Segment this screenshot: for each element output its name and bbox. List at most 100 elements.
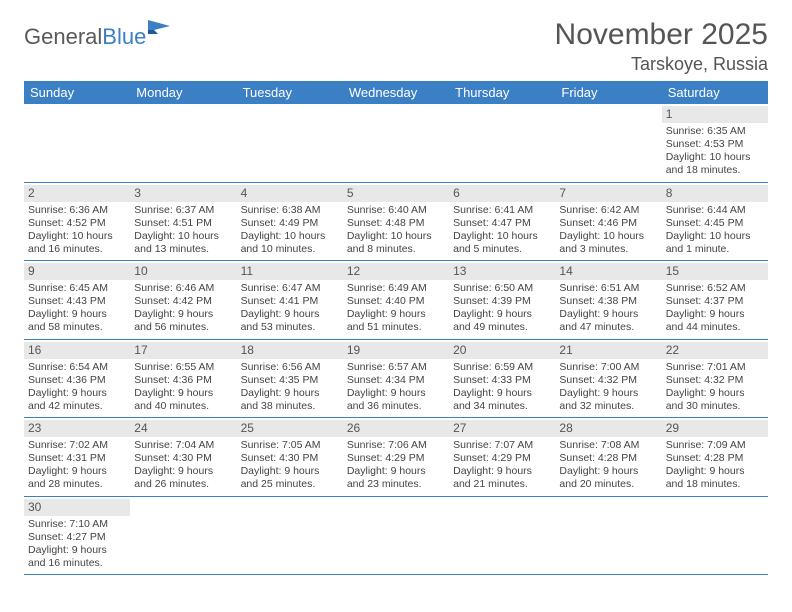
day-number: 17: [130, 342, 236, 359]
calendar-cell: 1Sunrise: 6:35 AMSunset: 4:53 PMDaylight…: [662, 104, 768, 182]
calendar-cell: 9Sunrise: 6:45 AMSunset: 4:43 PMDaylight…: [24, 261, 130, 340]
day-number: 14: [555, 263, 661, 280]
calendar-body: 1 Sunrise: 6:35 AMSunset: 4:53 PM Daylight…: [24, 104, 768, 575]
sunrise-label: Sunrise: 7:04 AM: [134, 439, 232, 452]
logo-text-blue: Blue: [102, 24, 146, 50]
sunset-label: Sunset: 4:40 PM: [347, 295, 445, 308]
sunrise-label: Sunrise: 6:59 AM: [453, 361, 551, 374]
calendar-cell: [662, 496, 768, 575]
sunrise-label: Sunrise: 6:40 AM: [347, 204, 445, 217]
calendar-row: 1Sunrise: 6:35 AMSunset: 4:53 PMDaylight…: [24, 104, 768, 182]
sunset-label: Sunset: 4:53 PM: [666, 138, 764, 151]
day-number: 19: [343, 342, 449, 359]
day-number: 8: [662, 185, 768, 202]
daylight-label: Daylight: 9 hours and 18 minutes.: [666, 465, 764, 491]
day-number: 15: [662, 263, 768, 280]
daylight-label: Daylight: 10 hours and 13 minutes.: [134, 230, 232, 256]
calendar-cell: 19Sunrise: 6:57 AMSunset: 4:34 PMDayligh…: [343, 339, 449, 418]
calendar-cell: 21Sunrise: 7:00 AMSunset: 4:32 PMDayligh…: [555, 339, 661, 418]
calendar-cell: [555, 496, 661, 575]
logo-text-general: General: [24, 24, 102, 50]
sunset-label: Sunset: 4:37 PM: [666, 295, 764, 308]
day-number: 23: [24, 420, 130, 437]
sunrise-label: Sunrise: 6:50 AM: [453, 282, 551, 295]
calendar-cell: 30Sunrise: 7:10 AMSunset: 4:27 PMDayligh…: [24, 496, 130, 575]
weekday-header: Monday: [130, 81, 236, 104]
sunset-label: Sunset: 4:52 PM: [28, 217, 126, 230]
sunrise-label: Sunrise: 6:35 AM: [666, 125, 764, 138]
sunrise-label: Sunrise: 7:00 AM: [559, 361, 657, 374]
sunset-label: Sunset: 4:33 PM: [453, 374, 551, 387]
sunrise-label: Sunrise: 7:05 AM: [241, 439, 339, 452]
sunset-label: Sunset: 4:38 PM: [559, 295, 657, 308]
calendar-cell: [343, 496, 449, 575]
sunset-label: Sunset: 4:45 PM: [666, 217, 764, 230]
calendar-cell: 2Sunrise: 6:36 AMSunset: 4:52 PMDaylight…: [24, 182, 130, 261]
daylight-label: Daylight: 10 hours and 3 minutes.: [559, 230, 657, 256]
logo: GeneralBlue: [24, 24, 174, 50]
sunset-label: Sunset: 4:29 PM: [347, 452, 445, 465]
calendar-cell: 4Sunrise: 6:38 AMSunset: 4:49 PMDaylight…: [237, 182, 343, 261]
calendar-cell: [130, 104, 236, 182]
day-number: 30: [24, 499, 130, 516]
weekday-header: Saturday: [662, 81, 768, 104]
daylight-label: Daylight: 10 hours and 8 minutes.: [347, 230, 445, 256]
day-number: 18: [237, 342, 343, 359]
sunrise-label: Sunrise: 7:01 AM: [666, 361, 764, 374]
day-number: 26: [343, 420, 449, 437]
sunset-label: Sunset: 4:27 PM: [28, 531, 126, 544]
calendar-cell: 6Sunrise: 6:41 AMSunset: 4:47 PMDaylight…: [449, 182, 555, 261]
sunset-label: Sunset: 4:30 PM: [134, 452, 232, 465]
calendar-cell: 25Sunrise: 7:05 AMSunset: 4:30 PMDayligh…: [237, 418, 343, 497]
daylight-label: Daylight: 9 hours and 28 minutes.: [28, 465, 126, 491]
sunset-label: Sunset: 4:32 PM: [666, 374, 764, 387]
calendar-cell: [130, 496, 236, 575]
sunset-label: Sunset: 4:47 PM: [453, 217, 551, 230]
sunrise-label: Sunrise: 6:47 AM: [241, 282, 339, 295]
day-number: 1: [662, 106, 768, 123]
daylight-label: Daylight: 10 hours and 16 minutes.: [28, 230, 126, 256]
day-number: 5: [343, 185, 449, 202]
sunrise-label: Sunrise: 6:45 AM: [28, 282, 126, 295]
weekday-header-row: Sunday Monday Tuesday Wednesday Thursday…: [24, 81, 768, 104]
day-number: 13: [449, 263, 555, 280]
calendar-cell: 11Sunrise: 6:47 AMSunset: 4:41 PMDayligh…: [237, 261, 343, 340]
sunrise-label: Sunrise: 7:02 AM: [28, 439, 126, 452]
day-number: 10: [130, 263, 236, 280]
daylight-label: Daylight: 10 hours and 10 minutes.: [241, 230, 339, 256]
daylight-label: Daylight: 9 hours and 23 minutes.: [347, 465, 445, 491]
sunrise-label: Sunrise: 7:09 AM: [666, 439, 764, 452]
calendar-cell: [237, 496, 343, 575]
day-number: 12: [343, 263, 449, 280]
daylight-label: Daylight: 9 hours and 34 minutes.: [453, 387, 551, 413]
calendar-row: 9Sunrise: 6:45 AMSunset: 4:43 PMDaylight…: [24, 261, 768, 340]
weekday-header: Friday: [555, 81, 661, 104]
daylight-label: Daylight: 9 hours and 49 minutes.: [453, 308, 551, 334]
daylight-label: Daylight: 9 hours and 25 minutes.: [241, 465, 339, 491]
weekday-header: Sunday: [24, 81, 130, 104]
sunrise-label: Sunrise: 6:44 AM: [666, 204, 764, 217]
sunrise-label: Sunrise: 6:42 AM: [559, 204, 657, 217]
sunrise-label: Sunrise: 6:56 AM: [241, 361, 339, 374]
day-number: 9: [24, 263, 130, 280]
sunrise-label: Sunrise: 6:55 AM: [134, 361, 232, 374]
sunrise-label: Sunrise: 7:07 AM: [453, 439, 551, 452]
sunset-label: Sunset: 4:32 PM: [559, 374, 657, 387]
calendar-row: 2Sunrise: 6:36 AMSunset: 4:52 PMDaylight…: [24, 182, 768, 261]
calendar-cell: 12Sunrise: 6:49 AMSunset: 4:40 PMDayligh…: [343, 261, 449, 340]
day-number: 22: [662, 342, 768, 359]
sunset-label: Sunset: 4:29 PM: [453, 452, 551, 465]
sunset-label: Sunset: 4:39 PM: [453, 295, 551, 308]
day-number: 29: [662, 420, 768, 437]
calendar-cell: 24Sunrise: 7:04 AMSunset: 4:30 PMDayligh…: [130, 418, 236, 497]
sunset-label: Sunset: 4:28 PM: [666, 452, 764, 465]
calendar-cell: 17Sunrise: 6:55 AMSunset: 4:36 PMDayligh…: [130, 339, 236, 418]
sunset-label: Sunset: 4:35 PM: [241, 374, 339, 387]
calendar-cell: 5Sunrise: 6:40 AMSunset: 4:48 PMDaylight…: [343, 182, 449, 261]
sunrise-label: Sunrise: 6:49 AM: [347, 282, 445, 295]
sunrise-label: Sunrise: 6:36 AM: [28, 204, 126, 217]
daylight-label: Daylight: 9 hours and 58 minutes.: [28, 308, 126, 334]
sunset-label: Sunset: 4:41 PM: [241, 295, 339, 308]
daylight-label: Daylight: 9 hours and 44 minutes.: [666, 308, 764, 334]
sunset-label: Sunset: 4:34 PM: [347, 374, 445, 387]
